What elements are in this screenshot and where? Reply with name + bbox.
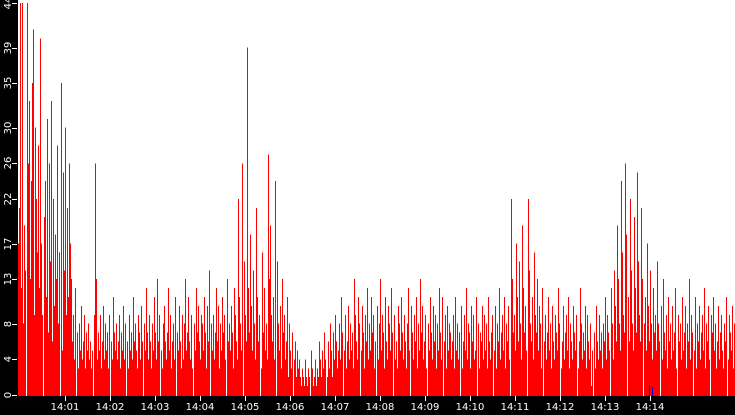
x-tick-label: 14:11 (500, 402, 530, 413)
x-tick-label: 14:13 (590, 402, 620, 413)
series-secondary-impulses (649, 385, 653, 396)
x-tick-mark (650, 396, 651, 401)
y-tick-label: 4 (3, 355, 14, 363)
y-tick-mark (12, 395, 17, 396)
x-tick-mark (245, 396, 246, 401)
x-tick-mark (155, 396, 156, 401)
x-axis-band (0, 396, 735, 415)
x-tick-mark (605, 396, 606, 401)
x-tick-label: 14:02 (95, 402, 125, 413)
y-tick-mark (12, 83, 17, 84)
x-tick-label: 14:04 (185, 402, 215, 413)
y-tick-mark (12, 48, 17, 49)
y-tick-label: 35 (3, 76, 14, 90)
secondary-series-path (649, 385, 653, 396)
y-tick-mark (12, 279, 17, 280)
x-tick-label: 14:01 (50, 402, 80, 413)
x-tick-mark (335, 396, 336, 401)
x-tick-label: 14:07 (320, 402, 350, 413)
x-tick-mark (65, 396, 66, 401)
x-tick-mark (425, 396, 426, 401)
x-tick-label: 14:10 (455, 402, 485, 413)
y-tick-mark (12, 163, 17, 164)
y-tick-mark (12, 359, 17, 360)
x-tick-mark (290, 396, 291, 401)
x-tick-label: 14:06 (275, 402, 305, 413)
x-tick-label: 14:03 (140, 402, 170, 413)
y-tick-label: 13 (3, 272, 14, 286)
y-tick-label: 26 (3, 156, 14, 170)
x-tick-label: 14:09 (410, 402, 440, 413)
x-tick-label: 14:05 (230, 402, 260, 413)
x-tick-label: 14:08 (365, 402, 395, 413)
series-primary-impulses (18, 3, 735, 396)
y-tick-mark (12, 128, 17, 129)
y-tick-label: 17 (3, 237, 14, 251)
y-tick-mark (12, 199, 17, 200)
y-tick-mark (12, 324, 17, 325)
plot-area (18, 0, 735, 396)
x-tick-label: 14:12 (545, 402, 575, 413)
y-tick-label: 39 (3, 41, 14, 55)
y-axis-band (0, 0, 18, 396)
x-tick-mark (380, 396, 381, 401)
x-tick-mark (560, 396, 561, 401)
x-tick-label: 14:14 (635, 402, 665, 413)
axis-corner-block (0, 396, 18, 415)
y-tick-label: 30 (3, 121, 14, 135)
x-tick-mark (200, 396, 201, 401)
y-tick-mark (12, 3, 17, 4)
x-tick-mark (110, 396, 111, 401)
y-tick-label: 8 (3, 320, 14, 328)
x-tick-mark (515, 396, 516, 401)
y-tick-label: 22 (3, 192, 14, 206)
primary-series-path (18, 3, 735, 396)
y-tick-label: 44 (3, 0, 14, 10)
y-tick-label: 0 (3, 391, 14, 399)
x-tick-mark (470, 396, 471, 401)
series-canvas (18, 3, 735, 396)
y-tick-mark (12, 244, 17, 245)
